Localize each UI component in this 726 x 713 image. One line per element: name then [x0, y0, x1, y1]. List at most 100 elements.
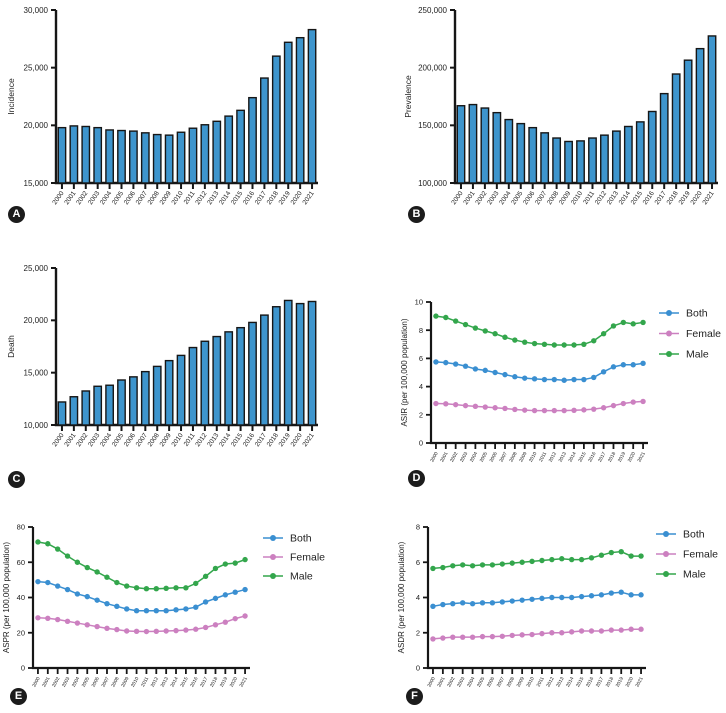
x-tick-label: 2020: [290, 190, 304, 206]
y-tick-label: 6: [416, 558, 420, 567]
x-tick-label: 2000: [426, 676, 436, 689]
data-point: [84, 564, 90, 571]
data-point: [35, 539, 41, 545]
bar: [307, 28, 317, 184]
data-point: [628, 626, 634, 632]
data-point: [598, 552, 605, 558]
data-point: [430, 636, 436, 642]
data-point: [153, 608, 159, 614]
data-point: [459, 562, 466, 568]
panel-label-b: B: [408, 206, 425, 223]
data-point: [588, 593, 595, 599]
bar: [516, 122, 526, 184]
data-point: [509, 598, 515, 604]
panel-label-d: D: [408, 470, 425, 487]
bar: [93, 126, 103, 184]
data-point: [472, 366, 479, 372]
data-point: [549, 556, 555, 563]
data-point: [469, 563, 476, 569]
x-tick-label: 2008: [147, 190, 161, 206]
x-tick-label: 2019: [219, 676, 229, 689]
bar: [248, 321, 257, 426]
chart-panel-death: 10,000 15,000 20,000 25,000 2000 2001 2002 2003…: [0, 240, 363, 490]
x-tick-label: 2008: [110, 676, 120, 689]
bar: [492, 111, 502, 184]
data-point: [212, 622, 219, 628]
bar: [283, 299, 293, 426]
data-point: [124, 583, 130, 589]
legend-label: Both: [290, 533, 312, 545]
x-tick-label: 2004: [71, 676, 81, 689]
x-tick-label: 2020: [627, 451, 637, 464]
data-point: [539, 595, 545, 602]
legend-dot: [666, 351, 672, 357]
bar: [504, 118, 514, 184]
x-tick-label: 2018: [209, 676, 219, 689]
data-point: [522, 407, 528, 413]
data-point: [242, 613, 248, 619]
bar: [129, 376, 138, 426]
data-point: [559, 594, 565, 601]
bar: [295, 302, 305, 426]
bar: [295, 36, 305, 184]
data-point: [433, 400, 439, 407]
x-tick-label: 2017: [254, 432, 268, 448]
data-point: [143, 608, 150, 614]
x-tick-label: 2005: [510, 190, 524, 206]
bar: [659, 92, 669, 184]
data-point: [588, 628, 595, 634]
x-tick-label: 2007: [498, 451, 508, 464]
panel-label-c: C: [8, 471, 25, 488]
data-point: [479, 562, 486, 568]
data-point: [469, 600, 476, 607]
data-point: [84, 593, 90, 600]
x-tick-label: 2008: [508, 451, 518, 464]
data-point: [489, 633, 496, 640]
bar: [152, 365, 162, 426]
data-point: [489, 562, 496, 568]
data-point: [133, 608, 140, 614]
data-point: [581, 341, 587, 347]
bar: [635, 121, 645, 184]
x-tick-label: 2019: [678, 190, 692, 206]
x-tick-label: 2012: [594, 190, 608, 206]
legend-label: Female: [290, 552, 325, 564]
x-tick-label: 2000: [429, 451, 439, 464]
data-point: [522, 339, 528, 345]
data-point: [212, 565, 219, 572]
data-point: [440, 564, 446, 571]
legend-dot: [270, 554, 276, 560]
data-point: [183, 627, 189, 633]
data-point: [568, 594, 575, 601]
y-tick-label: 150,000: [418, 121, 447, 130]
data-point: [153, 585, 159, 592]
data-point: [551, 342, 557, 348]
data-point: [482, 328, 488, 334]
x-tick-label: 2021: [302, 190, 316, 206]
y-tick-label: 20: [17, 628, 25, 637]
panel-label-a: A: [8, 206, 25, 223]
legend-dot: [663, 531, 669, 537]
y-tick-label: 80: [17, 523, 25, 532]
bar: [69, 396, 79, 426]
x-tick-label: 2019: [617, 451, 627, 464]
bar: [528, 126, 538, 184]
data-point: [193, 604, 199, 610]
x-tick-label: 2006: [123, 432, 137, 448]
data-point: [462, 363, 469, 369]
x-tick-label: 2018: [607, 451, 617, 464]
data-point: [551, 376, 557, 383]
legend-label: Both: [683, 529, 705, 541]
x-tick-label: 2016: [242, 190, 256, 206]
x-tick-label: 2010: [528, 451, 538, 464]
data-point: [541, 341, 548, 347]
x-tick-label: 2018: [266, 432, 280, 448]
legend-label: Both: [686, 308, 708, 320]
x-tick-label: 2003: [87, 190, 101, 206]
data-point: [571, 342, 577, 348]
data-point: [620, 319, 627, 326]
x-tick-label: 2010: [171, 190, 185, 206]
data-point: [541, 407, 548, 414]
data-point: [608, 549, 615, 556]
